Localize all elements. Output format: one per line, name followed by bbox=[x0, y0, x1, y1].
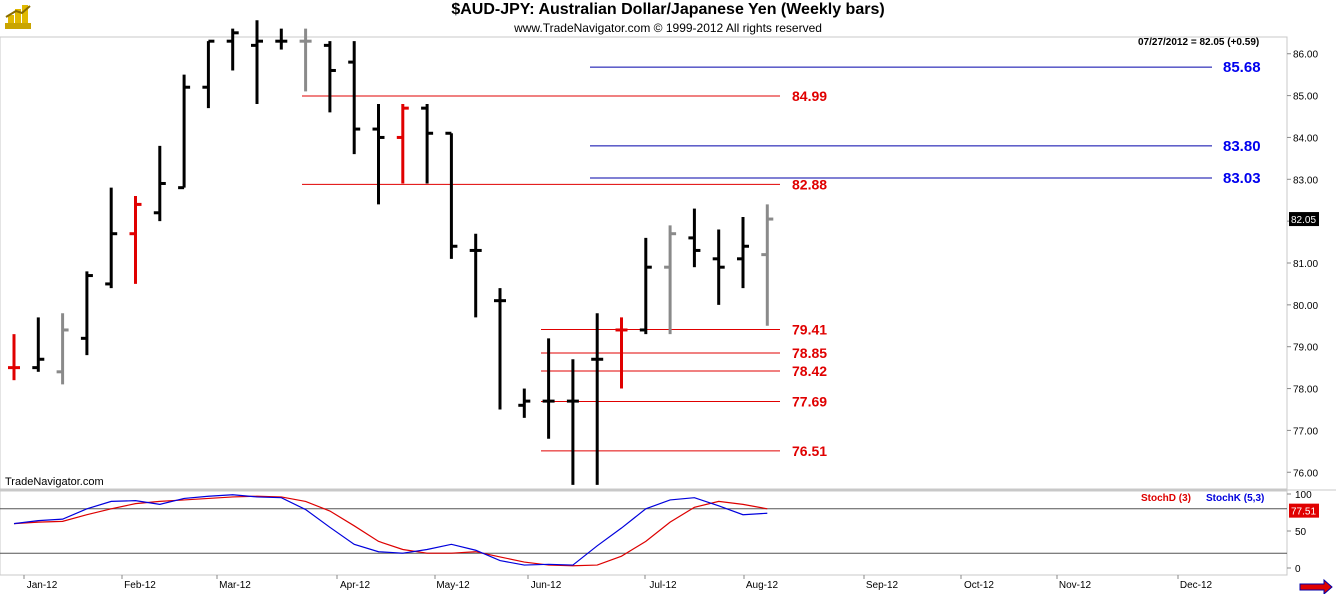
level-label: 76.51 bbox=[792, 443, 827, 459]
ohlc-bar bbox=[566, 359, 579, 485]
last-price-label: 82.05 bbox=[1291, 215, 1316, 226]
ohlc-bar bbox=[421, 103, 434, 184]
stoch-tick-label: 0 bbox=[1295, 564, 1301, 575]
legend-stoch-d: StochD (3) bbox=[1141, 493, 1191, 504]
time-axis: Jan-12 Feb-12 Mar-12 Apr-12 May-12 Jun-12 Jul-… bbox=[23, 575, 1333, 594]
stochastic-panel: 100 50 0 StochD (3) StochK (5,3) 77.51 bbox=[0, 490, 1319, 575]
price-levels: 85.68 84.99 83.80 83.03 82.88 79.41 78.85 78.42… bbox=[302, 59, 1261, 459]
ohlc-bar bbox=[178, 74, 191, 190]
ohlc-bar bbox=[494, 288, 506, 410]
last-price-box bbox=[1289, 212, 1319, 227]
price-tick-label: 85.00 bbox=[1293, 92, 1318, 103]
ohlc-bar bbox=[226, 28, 239, 71]
ohlc-bar bbox=[396, 103, 409, 184]
ohlc-bar bbox=[105, 187, 118, 289]
stoch-last-label: 77.51 bbox=[1291, 507, 1316, 518]
level-label: 78.85 bbox=[792, 345, 827, 361]
ohlc-bar bbox=[469, 233, 482, 318]
price-pane-border bbox=[0, 36, 1288, 490]
ohlc-bar bbox=[251, 20, 263, 104]
ohlc-bar bbox=[737, 216, 749, 289]
time-tick-label: Dec-12 bbox=[1180, 580, 1213, 591]
time-tick-label: Oct-12 bbox=[964, 580, 994, 591]
chart-subtitle: www.TradeNavigator.com © 1999-2012 All r… bbox=[514, 21, 822, 35]
ohlc-bar bbox=[688, 208, 701, 268]
time-tick-label: Mar-12 bbox=[219, 580, 251, 591]
legend-stoch-k: StochK (5,3) bbox=[1206, 493, 1264, 504]
stoch-line-k bbox=[13, 494, 768, 566]
ohlc-bar bbox=[445, 131, 458, 259]
chart-title: $AUD-JPY: Australian Dollar/Japanese Yen… bbox=[451, 1, 885, 18]
time-tick-label: May-12 bbox=[436, 580, 470, 591]
ohlc-bar bbox=[639, 237, 652, 335]
ohlc-bar bbox=[615, 317, 628, 389]
time-tick-label: Nov-12 bbox=[1059, 580, 1092, 591]
price-tick-label: 81.00 bbox=[1293, 259, 1318, 270]
ohlc-bar bbox=[8, 334, 20, 381]
ohlc-bar bbox=[518, 388, 531, 418]
last-price-info: 07/27/2012 = 82.05 (+0.59) bbox=[1138, 37, 1260, 48]
price-tick-label: 84.00 bbox=[1293, 133, 1318, 144]
level-label: 83.03 bbox=[1223, 170, 1261, 187]
price-tick-label: 76.00 bbox=[1293, 468, 1318, 479]
ohlc-bar bbox=[761, 204, 774, 326]
level-label: 85.68 bbox=[1223, 59, 1261, 76]
stoch-line-d bbox=[13, 495, 768, 567]
time-tick-label: Apr-12 bbox=[340, 580, 370, 591]
ohlc-bar bbox=[664, 225, 677, 335]
stoch-tick-label: 50 bbox=[1295, 527, 1307, 538]
ohlc-bar bbox=[202, 39, 215, 109]
watermark: TradeNavigator.com bbox=[5, 476, 104, 488]
stoch-tick-label: 100 bbox=[1295, 490, 1312, 501]
trade-navigator-logo-icon bbox=[5, 5, 31, 29]
time-tick-label: Sep-12 bbox=[866, 580, 899, 591]
ohlc-bar bbox=[542, 338, 555, 439]
price-tick-label: 80.00 bbox=[1293, 301, 1318, 312]
ohlc-bar bbox=[712, 229, 725, 305]
scroll-right-arrow-icon bbox=[1299, 578, 1333, 594]
price-bars bbox=[8, 20, 774, 485]
ohlc-bar bbox=[275, 28, 288, 50]
time-tick-label: Jan-12 bbox=[27, 580, 58, 591]
ohlc-bar bbox=[32, 317, 45, 372]
ohlc-bar bbox=[299, 28, 312, 92]
ohlc-bar bbox=[80, 271, 93, 356]
level-label: 84.99 bbox=[792, 88, 827, 104]
stoch-pane-border bbox=[0, 490, 1288, 576]
level-label: 79.41 bbox=[792, 322, 827, 338]
price-tick-label: 86.00 bbox=[1293, 50, 1318, 61]
ohlc-bar bbox=[323, 41, 336, 113]
price-tick-label: 79.00 bbox=[1293, 343, 1318, 354]
ohlc-bar bbox=[129, 196, 142, 284]
ohlc-bar bbox=[348, 41, 361, 155]
chart-frame bbox=[0, 36, 1336, 576]
time-tick-label: Jul-12 bbox=[649, 580, 677, 591]
price-tick-label: 78.00 bbox=[1293, 385, 1318, 396]
price-tick-label: 83.00 bbox=[1293, 175, 1318, 186]
ohlc-bar bbox=[153, 145, 166, 222]
time-tick-label: Aug-12 bbox=[746, 580, 779, 591]
stoch-last-box bbox=[1289, 503, 1319, 518]
time-tick-label: Feb-12 bbox=[124, 580, 156, 591]
price-axis: 86.0085.0084.0083.0082.0081.0080.0079.00… bbox=[1287, 50, 1319, 479]
level-label: 77.69 bbox=[792, 394, 827, 410]
level-label: 83.80 bbox=[1223, 138, 1261, 155]
ohlc-bar bbox=[372, 103, 385, 205]
time-tick-label: Jun-12 bbox=[531, 580, 562, 591]
ohlc-bar bbox=[591, 313, 604, 485]
ohlc-bar bbox=[56, 313, 69, 385]
price-tick-label: 77.00 bbox=[1293, 426, 1318, 437]
level-label: 82.88 bbox=[792, 176, 827, 192]
level-label: 78.42 bbox=[792, 363, 827, 379]
